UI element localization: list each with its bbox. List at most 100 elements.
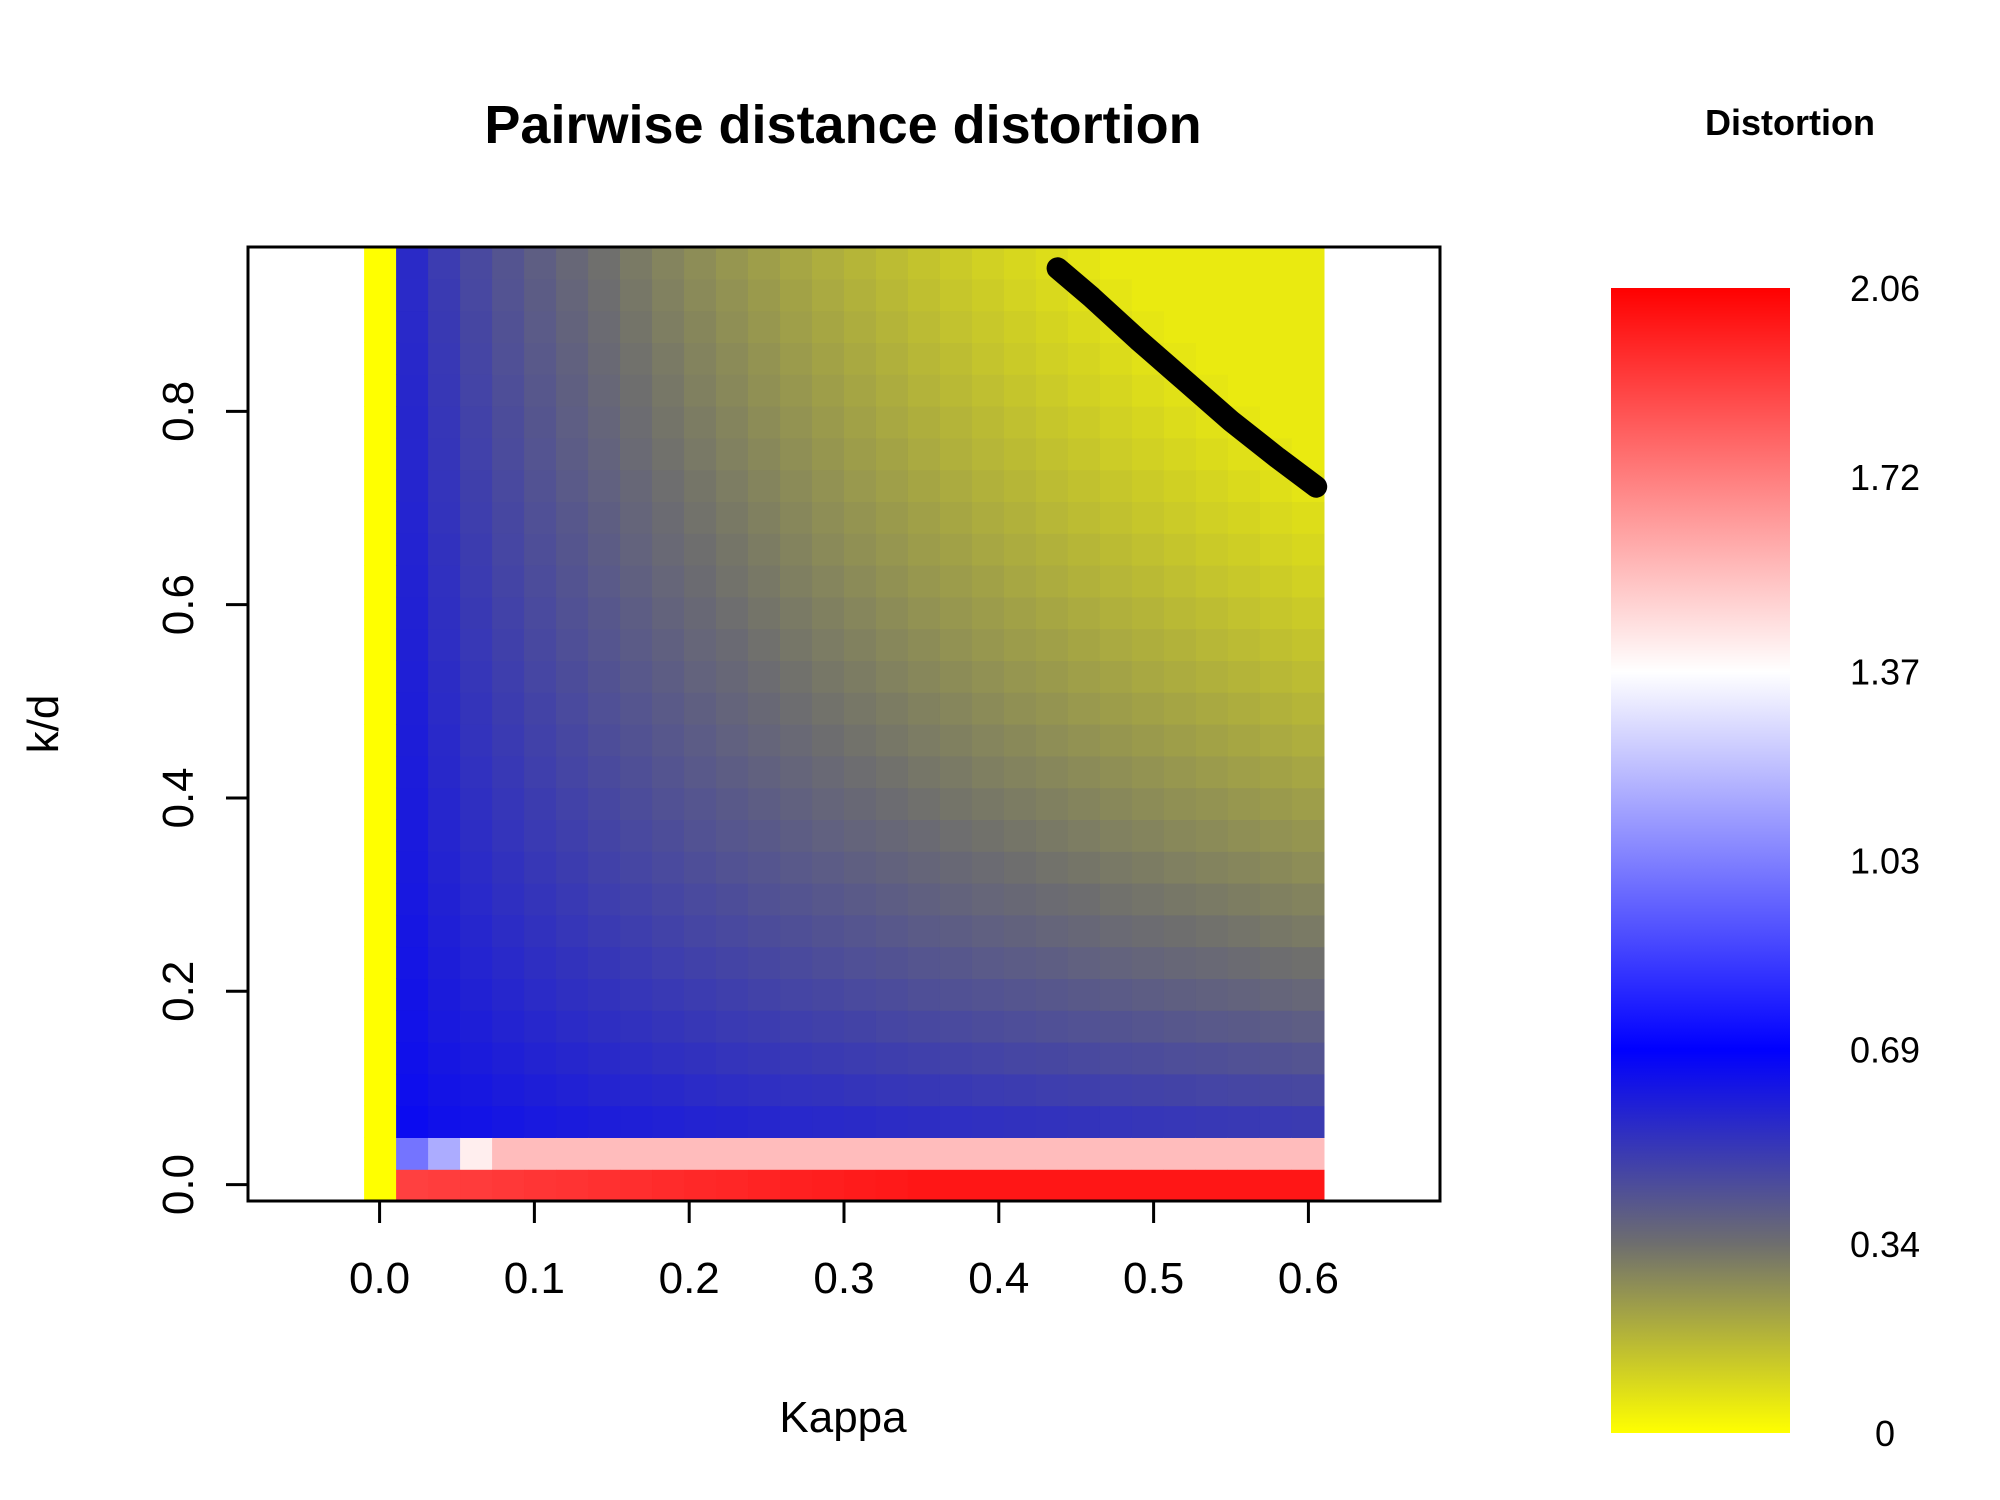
heatmap-cell <box>1035 978 1069 1011</box>
heatmap-cell <box>1195 628 1229 661</box>
heatmap-cell <box>1035 565 1069 598</box>
heatmap-cell <box>428 310 461 343</box>
heatmap-cell <box>428 533 461 566</box>
heatmap-cell <box>460 374 493 407</box>
heatmap-cell <box>620 851 653 884</box>
heatmap-cell <box>428 978 461 1011</box>
heatmap-cell <box>716 278 749 312</box>
heatmap-cell <box>1227 1137 1261 1170</box>
heatmap-cell <box>780 1042 813 1075</box>
heatmap-cell <box>1035 692 1069 725</box>
heatmap-cell <box>716 1073 749 1107</box>
heatmap-cell <box>1035 819 1069 852</box>
heatmap-cell <box>812 565 845 598</box>
heatmap-cell <box>1131 501 1165 534</box>
heatmap-cell <box>939 660 973 693</box>
heatmap-cell <box>812 310 845 343</box>
heatmap-cell <box>428 660 461 693</box>
colorbar-label: 1.72 <box>1850 457 1920 498</box>
heatmap-cell <box>1099 755 1133 789</box>
heatmap-cell <box>780 1137 813 1170</box>
heatmap-cell <box>1099 469 1133 502</box>
heatmap-cell <box>396 1073 429 1107</box>
heatmap-cell <box>652 1137 685 1170</box>
heatmap-cell <box>1003 724 1037 757</box>
heatmap-cell <box>1035 533 1069 566</box>
heatmap-cell <box>1195 787 1229 820</box>
heatmap-cell <box>1099 501 1133 534</box>
heatmap-cell <box>812 660 845 693</box>
heatmap-cell <box>396 978 429 1011</box>
heatmap-cell <box>875 755 909 789</box>
heatmap-cell <box>684 342 717 375</box>
heatmap-cell <box>748 247 781 280</box>
heatmap-cell <box>907 883 941 916</box>
heatmap-cell <box>684 310 717 343</box>
heatmap-cell <box>396 1169 429 1202</box>
heatmap-cell <box>364 278 397 312</box>
heatmap-cell <box>1035 1105 1069 1138</box>
heatmap-cell <box>588 596 621 630</box>
heatmap-cell <box>844 755 877 789</box>
heatmap-cell <box>1067 1010 1101 1043</box>
heatmap-cell <box>1003 406 1037 439</box>
heatmap-cell <box>1099 342 1133 375</box>
heatmap-cell <box>1195 946 1229 979</box>
heatmap-cell <box>620 1137 653 1170</box>
heatmap-cell <box>907 978 941 1011</box>
heatmap-cell <box>428 628 461 661</box>
heatmap-cell <box>748 596 781 630</box>
heatmap-cell <box>939 883 973 916</box>
heatmap-cell <box>1131 755 1165 789</box>
heatmap-cell <box>907 692 941 725</box>
heatmap-cell <box>1291 787 1325 820</box>
heatmap-cell <box>971 692 1005 725</box>
heatmap-cell <box>971 914 1005 948</box>
heatmap-cell <box>907 946 941 979</box>
heatmap-cell <box>1195 310 1229 343</box>
heatmap-cell <box>556 978 589 1011</box>
heatmap-cell <box>1003 660 1037 693</box>
heatmap-cell <box>1163 755 1197 789</box>
heatmap-cell <box>460 501 493 534</box>
heatmap-cell <box>1291 374 1325 407</box>
heatmap-cell <box>812 851 845 884</box>
heatmap-cell <box>875 596 909 630</box>
heatmap-cell <box>1003 755 1037 789</box>
heatmap-cell <box>1131 1169 1165 1202</box>
heatmap-cell <box>1099 787 1133 820</box>
heatmap-cell <box>524 660 557 693</box>
heatmap-cell <box>1099 1169 1133 1202</box>
heatmap-cell <box>748 660 781 693</box>
heatmap-cell <box>364 1042 397 1075</box>
heatmap-cell <box>364 1073 397 1107</box>
heatmap-cell <box>812 724 845 757</box>
heatmap-cell <box>1259 501 1293 534</box>
heatmap-cell <box>812 628 845 661</box>
heatmap-cell <box>939 628 973 661</box>
heatmap-cell <box>748 1105 781 1138</box>
heatmap-cell <box>971 755 1005 789</box>
heatmap-cell <box>1099 851 1133 884</box>
heatmap-cell <box>1163 533 1197 566</box>
heatmap-cell <box>1099 946 1133 979</box>
heatmap-cell <box>1227 1010 1261 1043</box>
heatmap-cell <box>875 883 909 916</box>
heatmap-cell <box>428 1042 461 1075</box>
heatmap-cell <box>1227 1042 1261 1075</box>
heatmap-cell <box>1067 533 1101 566</box>
heatmap-cell <box>1067 628 1101 661</box>
heatmap-cell <box>652 374 685 407</box>
heatmap-cell <box>396 342 429 375</box>
heatmap-cell <box>524 247 557 280</box>
heatmap-cell <box>939 914 973 948</box>
heatmap-cell <box>1099 628 1133 661</box>
heatmap-cell <box>364 787 397 820</box>
heatmap-cell <box>971 978 1005 1011</box>
heatmap-cell <box>1163 1137 1197 1170</box>
x-axis-label: Kappa <box>779 1393 907 1442</box>
heatmap-cell <box>875 1042 909 1075</box>
heatmap-cell <box>939 787 973 820</box>
heatmap-cell <box>556 914 589 948</box>
heatmap-cell <box>1035 883 1069 916</box>
